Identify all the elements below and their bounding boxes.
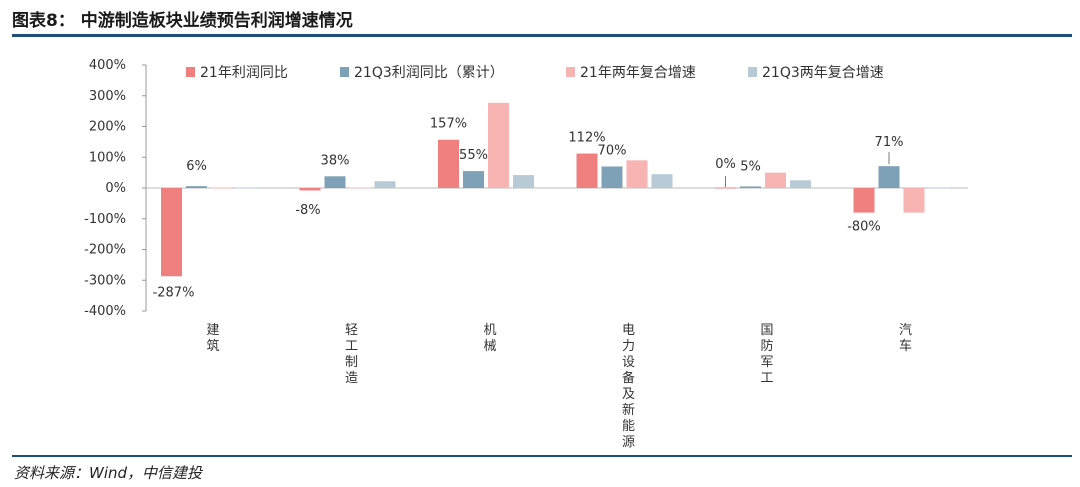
bar — [324, 176, 346, 188]
title-rule — [12, 34, 1072, 37]
bar — [488, 102, 509, 188]
y-tick-label: 400% — [89, 58, 126, 73]
bar — [853, 188, 875, 213]
y-tick-label: -100% — [84, 212, 126, 227]
footer-rule — [12, 455, 1072, 457]
bar — [790, 180, 811, 188]
data-labels-group: -287% 6% -8% 38% 157% 55% 112%70% 0% 5% -80% 71% — [153, 117, 904, 301]
bar — [463, 171, 484, 188]
bar — [374, 181, 396, 188]
bars-group — [161, 102, 950, 277]
bar — [928, 187, 950, 189]
category-label: 汽车 — [899, 323, 912, 354]
data-label: -287% — [153, 285, 195, 300]
category-label: 机械 — [483, 323, 496, 354]
bar — [626, 160, 648, 188]
legend-label: 21Q3两年复合增速 — [762, 64, 884, 81]
bar — [903, 188, 925, 213]
y-tick-label: 200% — [89, 120, 126, 135]
legend-swatch — [186, 67, 195, 77]
bar — [236, 187, 257, 189]
legend: 21年利润同比 21Q3利润同比（累计） 21年两年复合增速 21Q3两年复合增速 — [186, 64, 884, 81]
data-label: 70% — [598, 143, 627, 158]
bar — [715, 187, 736, 189]
bar — [765, 172, 786, 188]
legend-label: 21年两年复合增速 — [580, 64, 696, 81]
category-label: 国防军工 — [760, 323, 773, 386]
bar — [438, 139, 459, 188]
y-tick-label: 300% — [89, 89, 126, 104]
bar — [576, 153, 598, 188]
data-label: 55% — [459, 148, 488, 163]
data-label: 38% — [321, 153, 350, 168]
legend-label: 21Q3利润同比（累计） — [354, 65, 504, 81]
bar — [601, 166, 623, 188]
figure-title: 图表8： 中游制造板块业绩预告利润增速情况 — [12, 11, 353, 31]
legend-label: 21年利润同比 — [200, 65, 288, 81]
data-label: 5% — [740, 159, 761, 174]
y-axis: 400% 300% 200% 100% 0% -100% -200% -300% -400% — [84, 58, 968, 319]
bar — [349, 187, 371, 189]
legend-swatch — [340, 67, 349, 77]
y-tick-label: 100% — [89, 150, 126, 165]
data-label: 71% — [875, 135, 904, 150]
y-tick-label: 0% — [105, 181, 126, 196]
y-tick-label: -200% — [84, 243, 126, 258]
data-label: 157% — [430, 117, 467, 132]
category-label: 建筑 — [206, 323, 219, 354]
bar — [651, 174, 673, 188]
data-label: 112% — [568, 131, 605, 146]
bar — [161, 188, 182, 277]
category-labels-group: 建筑 轻工制造 机械 电力设备及新能源 国防军工 汽车 — [206, 323, 912, 450]
bar-chart: 400% 300% 200% 100% 0% -100% -200% -300% -400% -… — [84, 58, 968, 450]
data-label: 0% — [715, 157, 736, 172]
data-label: -80% — [847, 220, 881, 235]
data-label: 6% — [186, 159, 207, 174]
y-tick-label: -300% — [84, 273, 126, 288]
legend-swatch — [566, 67, 575, 77]
bar — [299, 188, 321, 191]
bar — [740, 186, 761, 188]
data-label: -8% — [295, 203, 320, 218]
bar — [211, 187, 232, 189]
bar — [513, 175, 534, 188]
bar — [878, 166, 900, 188]
category-label: 轻工制造 — [345, 323, 358, 386]
bar — [186, 186, 207, 188]
y-tick-label: -400% — [84, 304, 126, 319]
legend-swatch — [748, 67, 757, 77]
source-note: 资料来源：Wind，中信建投 — [14, 464, 203, 482]
category-label: 电力设备及新能源 — [622, 323, 635, 450]
